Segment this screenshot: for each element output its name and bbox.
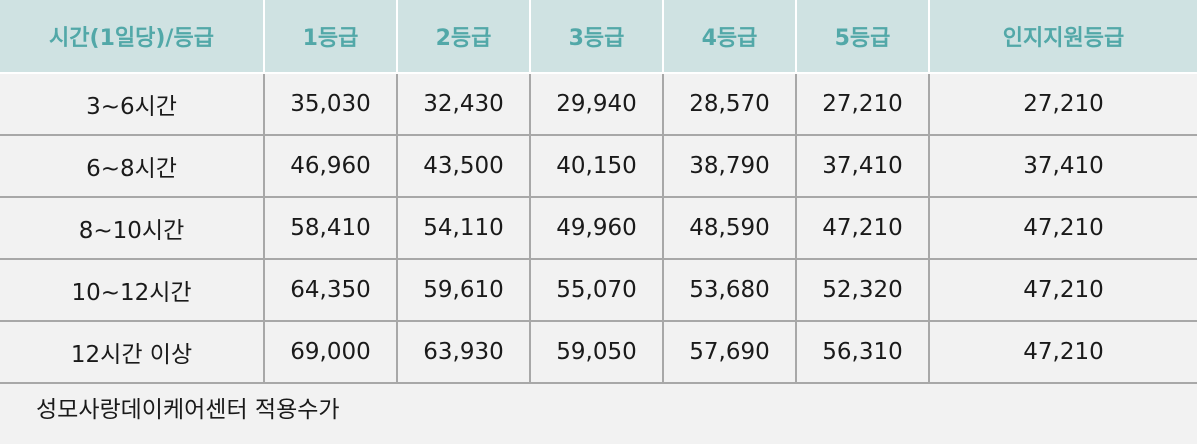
- table-row: 3~6시간 35,030 32,430 29,940 28,570 27,210…: [0, 73, 1197, 136]
- table-header-row: 시간(1일당)/등급 1등급 2등급 3등급 4등급 5등급 인지지원등급: [0, 0, 1197, 74]
- rate-cell: 64,350: [263, 259, 397, 322]
- care-rate-table: 시간(1일당)/등급 1등급 2등급 3등급 4등급 5등급 인지지원등급 3~…: [0, 0, 1197, 384]
- rate-cell: 48,590: [662, 197, 796, 260]
- rate-cell: 35,030: [263, 73, 397, 136]
- rate-cell: 63,930: [396, 321, 530, 384]
- rate-cell: 37,410: [795, 135, 929, 198]
- table-row: 6~8시간 46,960 43,500 40,150 38,790 37,410…: [0, 135, 1197, 198]
- rate-cell: 53,680: [662, 259, 796, 322]
- rate-cell: 47,210: [928, 197, 1197, 260]
- header-cognitive-support-grade: 인지지원등급: [928, 0, 1197, 74]
- rate-cell: 59,050: [529, 321, 663, 384]
- rate-cell: 49,960: [529, 197, 663, 260]
- table-row: 10~12시간 64,350 59,610 55,070 53,680 52,3…: [0, 259, 1197, 322]
- rate-cell: 47,210: [795, 197, 929, 260]
- header-time-grade: 시간(1일당)/등급: [0, 0, 264, 74]
- header-grade-3: 3등급: [529, 0, 663, 74]
- row-time-label: 8~10시간: [0, 197, 264, 260]
- footnote-center-rate: 성모사랑데이케어센터 적용수가: [36, 397, 340, 423]
- row-time-label: 6~8시간: [0, 135, 264, 198]
- rate-cell: 27,210: [795, 73, 929, 136]
- rate-cell: 59,610: [396, 259, 530, 322]
- row-time-label: 3~6시간: [0, 73, 264, 136]
- header-grade-1: 1등급: [263, 0, 397, 74]
- rate-cell: 47,210: [928, 259, 1197, 322]
- header-grade-4: 4등급: [662, 0, 796, 74]
- table-row: 8~10시간 58,410 54,110 49,960 48,590 47,21…: [0, 197, 1197, 260]
- rate-cell: 40,150: [529, 135, 663, 198]
- rate-cell: 55,070: [529, 259, 663, 322]
- rate-cell: 28,570: [662, 73, 796, 136]
- rate-cell: 56,310: [795, 321, 929, 384]
- rate-cell: 38,790: [662, 135, 796, 198]
- rate-cell: 54,110: [396, 197, 530, 260]
- rate-cell: 47,210: [928, 321, 1197, 384]
- rate-cell: 57,690: [662, 321, 796, 384]
- rate-cell: 37,410: [928, 135, 1197, 198]
- rate-cell: 27,210: [928, 73, 1197, 136]
- header-grade-5: 5등급: [795, 0, 929, 74]
- rate-cell: 58,410: [263, 197, 397, 260]
- rate-cell: 46,960: [263, 135, 397, 198]
- row-time-label: 12시간 이상: [0, 321, 264, 384]
- header-grade-2: 2등급: [396, 0, 530, 74]
- rate-cell: 69,000: [263, 321, 397, 384]
- rate-cell: 32,430: [396, 73, 530, 136]
- rate-cell: 29,940: [529, 73, 663, 136]
- rate-cell: 43,500: [396, 135, 530, 198]
- row-time-label: 10~12시간: [0, 259, 264, 322]
- rate-cell: 52,320: [795, 259, 929, 322]
- table-row: 12시간 이상 69,000 63,930 59,050 57,690 56,3…: [0, 321, 1197, 384]
